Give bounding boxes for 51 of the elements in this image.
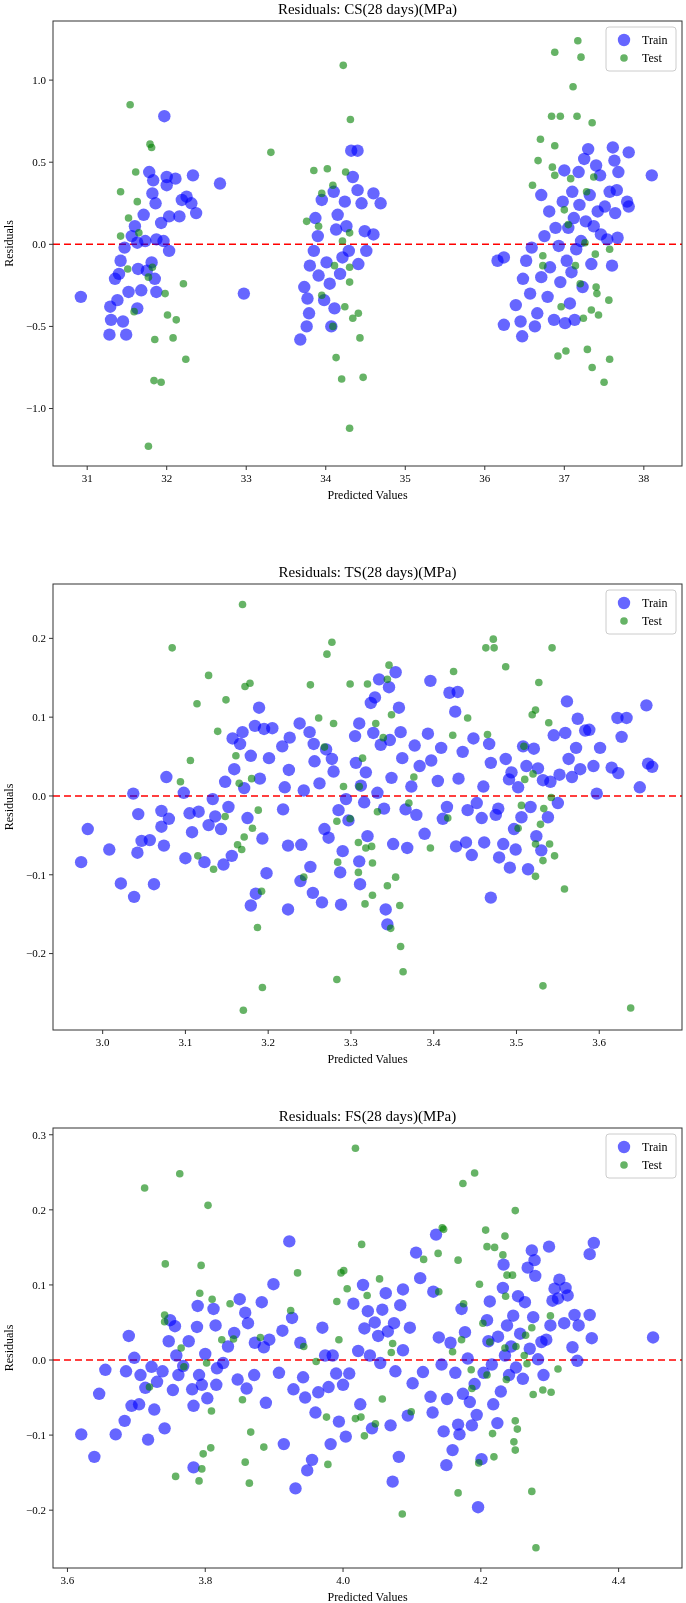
- y-axis-title: Residuals: [2, 219, 16, 267]
- y-axis-title: Residuals: [2, 1324, 16, 1372]
- x-tick-label: 3.6: [592, 1036, 607, 1048]
- legend-label: Train: [642, 1140, 668, 1155]
- x-tick-label: 3.0: [95, 1036, 111, 1048]
- legend-label: Test: [642, 1158, 663, 1173]
- y-tick-label: 0.1: [32, 711, 46, 724]
- y-axis-title: Residuals: [2, 783, 16, 831]
- x-tick-label: 37: [558, 472, 571, 484]
- legend-label: Test: [642, 614, 663, 629]
- x-axis-title: Predicted Values: [327, 1052, 408, 1066]
- y-tick-label: 0.5: [32, 156, 47, 169]
- y-tick-label: −0.2: [26, 947, 46, 960]
- x-tick-label: 3.2: [261, 1036, 276, 1048]
- x-tick-label: 33: [240, 472, 253, 484]
- x-tick-label: 31: [81, 472, 93, 484]
- x-tick-label: 3.4: [426, 1036, 442, 1048]
- y-tick-label: 1.0: [32, 73, 47, 86]
- chart-title: Residuals: FS(28 days)(MPa): [278, 1108, 457, 1125]
- x-axis-title: Predicted Values: [327, 1590, 408, 1603]
- y-tick-label: 0.2: [32, 1203, 46, 1216]
- x-tick-label: 32: [161, 472, 173, 484]
- x-tick-label: 3.8: [198, 1574, 213, 1586]
- chart-title: Residuals: CS(28 days)(MPa): [277, 1, 458, 18]
- y-tick-label: 0.0: [32, 789, 47, 802]
- y-tick-label: 0.3: [32, 1128, 47, 1141]
- y-tick-label: 0.0: [32, 1353, 47, 1366]
- y-tick-label: −0.2: [26, 1504, 46, 1517]
- x-tick-label: 4.4: [611, 1574, 626, 1586]
- legend-label: Test: [642, 51, 663, 66]
- x-tick-label: 4.2: [473, 1574, 488, 1586]
- y-tick-label: −0.1: [26, 1428, 46, 1441]
- x-tick-label: 38: [638, 472, 650, 484]
- y-tick-label: −1.0: [26, 402, 47, 415]
- x-tick-label: 36: [479, 472, 491, 484]
- chart-title: Residuals: TS(28 days)(MPa): [278, 564, 457, 581]
- x-tick-label: 34: [320, 472, 332, 484]
- x-axis-title: Predicted Values: [327, 488, 408, 502]
- x-tick-label: 4.0: [336, 1574, 351, 1586]
- legend-label: Train: [642, 33, 668, 48]
- x-tick-label: 3.5: [509, 1036, 524, 1048]
- y-tick-label: 0.1: [32, 1278, 46, 1291]
- y-tick-label: −0.1: [26, 868, 46, 881]
- y-tick-label: 0.0: [32, 238, 47, 251]
- x-tick-label: 35: [399, 472, 412, 484]
- y-tick-label: −0.5: [26, 320, 47, 333]
- legend-label: Train: [642, 596, 668, 611]
- x-tick-label: 3.3: [344, 1036, 359, 1048]
- y-tick-label: 0.2: [32, 632, 46, 645]
- x-tick-label: 3.1: [178, 1036, 193, 1048]
- x-tick-label: 3.6: [60, 1574, 75, 1586]
